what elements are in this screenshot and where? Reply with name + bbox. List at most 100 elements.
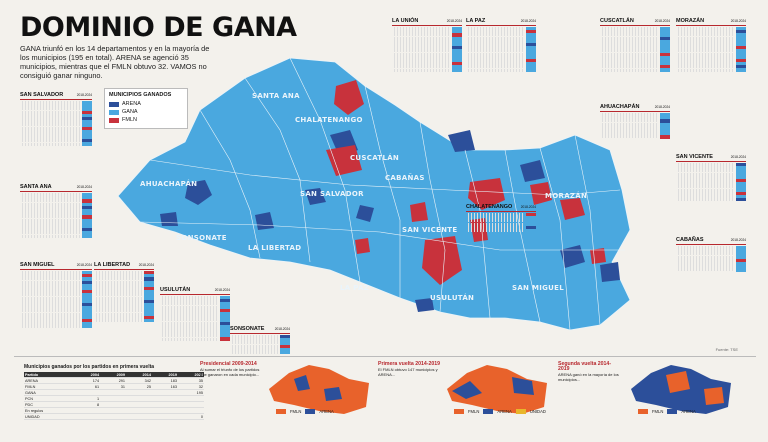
municipality-row (20, 280, 92, 284)
stats-cell: 195 (177, 389, 204, 396)
box-header: CHALATENANGO 2018-2024 (466, 204, 536, 212)
stats-cell: En regulos (24, 407, 75, 414)
municipality-row (676, 185, 746, 189)
department-name: LA UNIÓN (392, 18, 419, 24)
stats-cell: 1 (74, 395, 101, 402)
municipality-row (20, 318, 92, 322)
table-row: UNIDAD 0 (24, 413, 204, 420)
municipality-row (20, 277, 92, 281)
municipality-row (230, 344, 290, 348)
municipality-row (600, 62, 670, 66)
box-san-miguel: SAN MIGUEL 2018-2024 (20, 262, 92, 329)
box-la-paz: LA PAZ 2018-2024 (466, 18, 536, 72)
municipality-row (20, 202, 92, 206)
municipality-row (20, 208, 92, 213)
municipality-row (676, 191, 746, 195)
municipality-row (466, 36, 536, 40)
stats-cell (126, 407, 152, 414)
municipality-row (392, 27, 462, 31)
department-name: SAN SALVADOR (20, 92, 64, 98)
municipality-row (20, 290, 92, 294)
municipality-row (392, 36, 462, 40)
municipality-row (466, 58, 536, 63)
municipality-row (94, 277, 154, 281)
municipality-row (676, 52, 746, 56)
era-2009-text: Al sumar el triunfo de los partidos que … (200, 367, 260, 377)
municipality-row (600, 119, 670, 123)
municipality-row (94, 271, 154, 275)
stats-cell (100, 413, 127, 420)
municipality-row (20, 224, 92, 229)
municipality-row (20, 231, 92, 235)
period-label: 2018-2024 (214, 288, 230, 292)
box-santa-ana: SANTA ANA 2018-2024 (20, 184, 92, 238)
department-name: SAN VICENTE (676, 154, 713, 160)
box-header: CABAÑAS 2018-2024 (676, 237, 746, 245)
stats-cell (100, 395, 127, 402)
municipality-row (20, 107, 92, 111)
box-cabañas: CABAÑAS 2018-2024 (676, 237, 746, 272)
stats-cell: UNIDAD (24, 413, 75, 420)
municipality-row (94, 290, 154, 294)
period-label: 2018-2024 (730, 238, 746, 242)
label-sonsonate: SONSONATE (176, 234, 227, 242)
municipality-row (600, 68, 670, 72)
stats-cell (74, 413, 101, 420)
stats-cell: FMLN (24, 383, 75, 390)
stats-cell (126, 389, 152, 396)
box-header: CUSCATLÁN 2018-2024 (600, 18, 670, 26)
municipality-row (676, 194, 746, 199)
stats-cell: 61 (74, 383, 101, 390)
department-name: SANTA ANA (20, 184, 52, 190)
municipality-row (676, 65, 746, 69)
stats-header: 2024 (177, 372, 204, 378)
municipality-row (20, 283, 92, 287)
page-title: DOMINIO DE GANA (20, 12, 297, 43)
stats-cell (152, 395, 178, 402)
municipality-row (20, 110, 92, 114)
municipality-row (20, 101, 92, 105)
box-header: LA UNIÓN 2018-2024 (392, 18, 462, 26)
municipality-row (600, 46, 670, 50)
municipality-row (230, 350, 290, 355)
municipality-row (600, 49, 670, 53)
minimap-2014-first-legend: FMLN ARENA UNIDAD (454, 409, 546, 414)
era-2014-first: Primera vuelta 2014-2019 El FMLN obtuvo … (378, 361, 440, 377)
stats-cell: 174 (74, 377, 101, 384)
fmln-municipalities (326, 80, 606, 285)
municipality-row (160, 311, 230, 316)
municipality-row (466, 52, 536, 56)
municipality-row (20, 315, 92, 319)
municipality-row (20, 142, 92, 146)
period-label: 2018-2024 (76, 93, 92, 97)
stats-header: 2004 (74, 372, 101, 378)
period-label: 2018-2024 (520, 19, 536, 23)
municipality-row (160, 321, 230, 325)
stats-header: 2019 (152, 372, 178, 378)
period-label: 2018-2024 (730, 155, 746, 159)
municipality-row (676, 249, 746, 253)
table-row: GANA 195 (24, 389, 204, 396)
municipality-row (20, 296, 92, 300)
box-chalatenango: CHALATENANGO 2018-2024 (466, 204, 536, 233)
source-credit: Fuente: TSE (715, 347, 738, 352)
municipality-row (160, 334, 230, 338)
legend-label-arena: ARENA (122, 101, 141, 107)
department-name: MORAZÁN (676, 18, 705, 24)
municipality-row (600, 116, 670, 120)
period-label: 2018-2024 (654, 19, 670, 23)
table-row: ARENA 174 291 342 183 35 (24, 377, 204, 384)
municipality-row (20, 274, 92, 278)
box-san-salvador: SAN SALVADOR 2018-2024 (20, 92, 92, 146)
minimap-2014-first (447, 365, 547, 414)
era-2014-second-title: Segunda vuelta 2014-2019 (558, 361, 612, 372)
municipality-row (20, 293, 92, 297)
department-name: CHALATENANGO (466, 204, 513, 210)
era-2009-title: Presidencial 2009-2014 (200, 361, 257, 367)
municipality-row (94, 309, 154, 313)
box-sonsonate: SONSONATE 2018-2024 (230, 326, 290, 355)
box-la-libertad: LA LIBERTAD 2018-2024 (94, 262, 154, 322)
stats-cell: GANA (24, 389, 75, 396)
municipality-row (676, 252, 746, 256)
municipality-row (676, 68, 746, 72)
